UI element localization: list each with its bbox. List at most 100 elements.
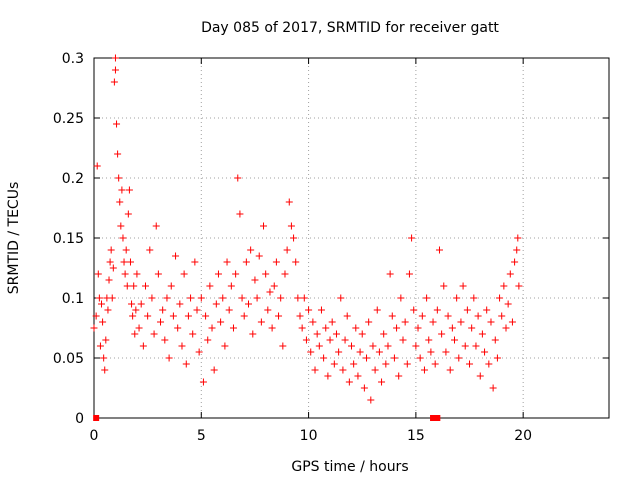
scatter-point [180,270,188,278]
scatter-point [292,258,300,266]
scatter-point [148,294,156,302]
scatter-point [264,306,272,314]
scatter-point [423,294,431,302]
y-tick-label: 0.25 [53,111,84,127]
scatter-point [302,336,310,344]
scatter-point [279,342,287,350]
scatter-point [309,318,317,326]
scatter-point [498,312,506,320]
scatter-point [367,396,375,404]
scatter-point [253,294,261,302]
scatter-point [193,306,201,314]
scatter-point [335,348,343,356]
scatter-point [113,120,121,128]
y-tick-label: 0.2 [62,171,84,187]
scatter-point [481,348,489,356]
scatter-point [121,270,129,278]
scatter-point [330,360,338,368]
scatter-point [275,312,283,320]
scatter-point [343,312,351,320]
x-tick-label: 0 [90,428,99,444]
scatter-point [249,330,257,338]
scatter-point [399,336,407,344]
scatter-point [395,372,403,380]
scatter-point [459,282,467,290]
scatter-point [281,270,289,278]
chart-title: Day 085 of 2017, SRMTID for receiver gat… [201,20,499,36]
scatter-point [227,282,235,290]
scatter-point [144,312,152,320]
scatter-point [474,312,482,320]
scatter-point [92,312,100,320]
scatter-point [384,342,392,350]
scatter-point [478,330,486,338]
scatter-point [420,366,428,374]
scatter-point [105,276,113,284]
scatter-point [172,252,180,260]
scatter-point [401,318,409,326]
scatter-point [418,312,426,320]
scatter-point [513,246,521,254]
scatter-point [483,306,491,314]
scatter-point [287,222,295,230]
scatter-point [363,354,371,362]
scatter-point [115,174,123,182]
scatter-point [326,336,334,344]
scatter-point [191,258,199,266]
scatter-point [108,294,116,302]
scatter-point [508,318,516,326]
scatter-point [95,294,103,302]
scatter-point [217,318,225,326]
scatter-point [358,330,366,338]
scatter-point [154,270,162,278]
scatter-point [93,162,101,170]
scatter-point [94,270,102,278]
scatter-point [438,330,446,338]
y-tick-label: 0.05 [53,351,84,367]
scatter-point [130,282,138,290]
scatter-point [328,318,336,326]
scatter-point [184,312,192,320]
scatter-point [307,348,315,356]
scatter-point [500,282,508,290]
scatter-point [453,294,461,302]
scatter-point [139,342,147,350]
scatter-point [416,354,424,362]
scatter-point [187,294,195,302]
scatter-point [277,294,285,302]
scatter-point [405,270,413,278]
scatter-point [159,306,167,314]
scatter-point [236,210,244,218]
scatter-point [125,186,133,194]
scatter-point [487,318,495,326]
scatter-point [225,306,233,314]
scatter-point [169,312,177,320]
scatter-point [317,306,325,314]
scatter-point [116,198,124,206]
scatter-point [214,270,222,278]
scatter-point [322,324,330,332]
scatter-point [305,306,313,314]
scatter-point [496,294,504,302]
scatter-point [96,342,104,350]
scatter-point [182,360,190,368]
scatter-point [457,318,465,326]
scatter-point [440,282,448,290]
scatter-point [242,258,250,266]
scatter-point [262,270,270,278]
scatter-point [442,348,450,356]
scatter-point [167,282,175,290]
scatter-point [300,294,308,302]
scatter-point [433,306,441,314]
scatter-point [515,282,523,290]
scatter-point [296,312,304,320]
scatter-point [268,324,276,332]
scatter-point [356,348,364,356]
scatter-point [472,342,480,350]
scatter-point [461,342,469,350]
scatter-point [157,318,165,326]
x-tick-label: 5 [197,428,206,444]
scatter-point [114,150,122,158]
scatter-point [476,372,484,380]
scatter-point [118,186,126,194]
